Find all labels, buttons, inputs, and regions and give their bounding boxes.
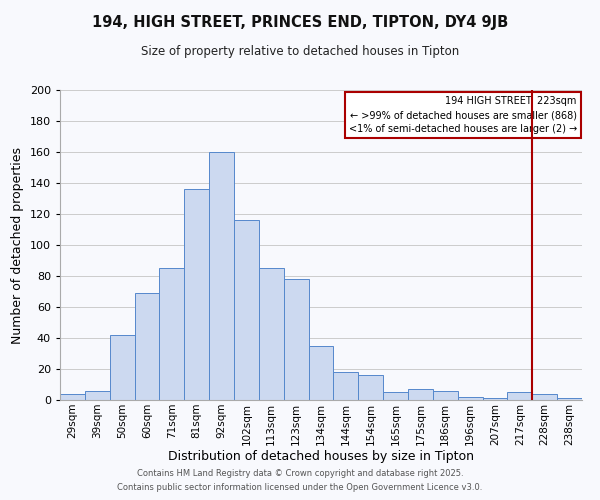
Bar xyxy=(482,398,508,400)
Text: 194, HIGH STREET, PRINCES END, TIPTON, DY4 9JB: 194, HIGH STREET, PRINCES END, TIPTON, D… xyxy=(92,15,508,30)
Bar xyxy=(85,390,110,400)
Y-axis label: Number of detached properties: Number of detached properties xyxy=(11,146,24,344)
Bar xyxy=(110,335,134,400)
X-axis label: Distribution of detached houses by size in Tipton: Distribution of detached houses by size … xyxy=(168,450,474,464)
Bar xyxy=(209,152,234,400)
Bar xyxy=(134,293,160,400)
Bar xyxy=(532,394,557,400)
Bar xyxy=(234,220,259,400)
Bar xyxy=(458,397,482,400)
Bar xyxy=(433,390,458,400)
Bar xyxy=(184,189,209,400)
Bar xyxy=(508,392,532,400)
Text: 194 HIGH STREET: 223sqm
← >99% of detached houses are smaller (868)
<1% of semi-: 194 HIGH STREET: 223sqm ← >99% of detach… xyxy=(349,96,577,134)
Bar xyxy=(60,394,85,400)
Bar xyxy=(408,389,433,400)
Bar xyxy=(557,398,582,400)
Text: Size of property relative to detached houses in Tipton: Size of property relative to detached ho… xyxy=(141,45,459,58)
Bar xyxy=(284,279,308,400)
Bar xyxy=(259,268,284,400)
Text: Contains public sector information licensed under the Open Government Licence v3: Contains public sector information licen… xyxy=(118,484,482,492)
Bar xyxy=(358,375,383,400)
Bar xyxy=(160,268,184,400)
Bar xyxy=(308,346,334,400)
Bar xyxy=(383,392,408,400)
Text: Contains HM Land Registry data © Crown copyright and database right 2025.: Contains HM Land Registry data © Crown c… xyxy=(137,468,463,477)
Bar xyxy=(334,372,358,400)
